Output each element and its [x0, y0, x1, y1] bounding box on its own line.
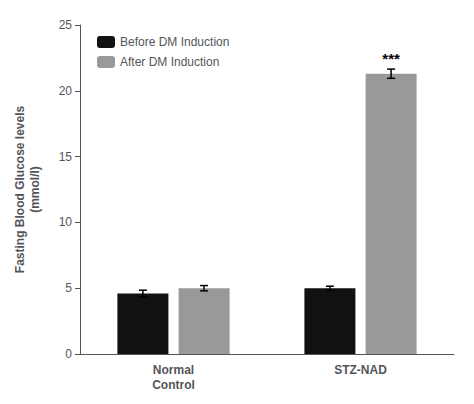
svg-text:Control: Control: [152, 378, 195, 392]
svg-text:20: 20: [59, 84, 73, 98]
svg-text:5: 5: [65, 281, 72, 295]
svg-text:25: 25: [59, 18, 73, 32]
svg-text:Before DM Induction: Before DM Induction: [120, 35, 229, 49]
svg-text:(mmol/l): (mmol/l): [28, 166, 42, 213]
svg-text:Normal: Normal: [153, 363, 194, 377]
svg-text:Fasting Blood Glucose levels: Fasting Blood Glucose levels: [13, 105, 27, 273]
svg-text:15: 15: [59, 150, 73, 164]
svg-text:After DM Induction: After DM Induction: [120, 55, 219, 69]
svg-text:***: ***: [382, 50, 400, 67]
svg-text:STZ-NAD: STZ-NAD: [334, 363, 387, 377]
svg-text:10: 10: [59, 215, 73, 229]
svg-text:0: 0: [65, 347, 72, 361]
